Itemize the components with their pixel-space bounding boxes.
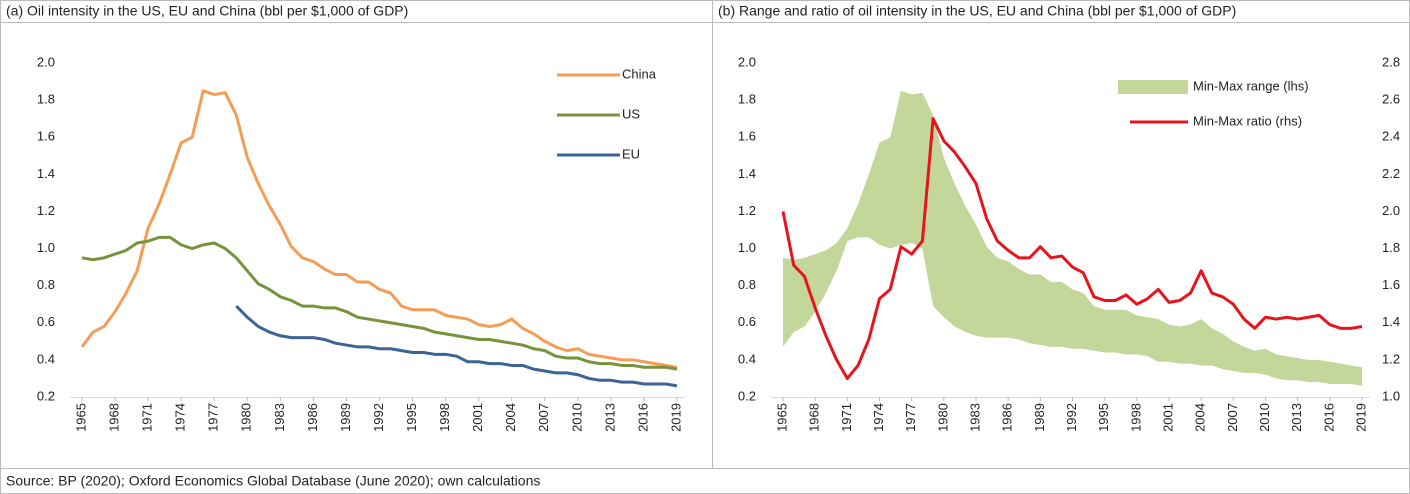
y2-tick-label: 1.4 xyxy=(1382,314,1400,329)
x-tick-label: 2013 xyxy=(1289,403,1304,432)
x-tick-label: 2016 xyxy=(1321,403,1336,432)
x-tick-label: 2016 xyxy=(635,403,650,432)
y2-tick-label: 2.8 xyxy=(1382,54,1400,69)
y2-tick-label: 2.2 xyxy=(1382,166,1400,181)
x-tick-label: 1965 xyxy=(73,403,88,432)
x-tick-label: 1971 xyxy=(140,403,155,432)
legend-label: Min-Max range (lhs) xyxy=(1193,78,1309,93)
y-tick-label: 0.6 xyxy=(37,314,55,329)
legend-label: US xyxy=(622,106,640,121)
panel-title: (a) Oil intensity in the US, EU and Chin… xyxy=(6,3,408,19)
panel-title: (b) Range and ratio of oil intensity in … xyxy=(718,3,1236,19)
x-tick-label: 1983 xyxy=(967,403,982,432)
x-tick-label: 1977 xyxy=(206,403,221,432)
x-tick-label: 2004 xyxy=(503,403,518,432)
legend-label: EU xyxy=(622,146,640,161)
x-tick-label: 2004 xyxy=(1193,403,1208,432)
x-tick-label: 1977 xyxy=(903,403,918,432)
y2-tick-label: 2.0 xyxy=(1382,203,1400,218)
range-area xyxy=(783,90,1362,386)
x-tick-label: 2013 xyxy=(602,403,617,432)
x-tick-label: 1974 xyxy=(173,403,188,432)
y-tick-label: 1.2 xyxy=(738,203,756,218)
y-tick-label: 1.0 xyxy=(738,240,756,255)
y-tick-label: 1.8 xyxy=(37,92,55,107)
x-tick-label: 1986 xyxy=(1000,403,1015,432)
y-tick-label: 1.8 xyxy=(738,92,756,107)
y-tick-label: 0.4 xyxy=(37,351,55,366)
x-tick-label: 1968 xyxy=(807,403,822,432)
x-tick-label: 1980 xyxy=(239,403,254,432)
x-tick-label: 2001 xyxy=(470,403,485,432)
y2-tick-label: 2.6 xyxy=(1382,92,1400,107)
y-tick-label: 1.0 xyxy=(37,240,55,255)
y2-tick-label: 1.0 xyxy=(1382,388,1400,403)
x-tick-label: 1998 xyxy=(437,403,452,432)
y-tick-label: 0.2 xyxy=(37,388,55,403)
x-tick-label: 1989 xyxy=(338,403,353,432)
x-tick-label: 1974 xyxy=(871,403,886,432)
y2-tick-label: 1.6 xyxy=(1382,277,1400,292)
y-tick-label: 1.2 xyxy=(37,203,55,218)
x-tick-label: 1995 xyxy=(1096,403,1111,432)
y-tick-label: 1.6 xyxy=(37,129,55,144)
y-tick-label: 0.8 xyxy=(738,277,756,292)
y2-tick-label: 2.4 xyxy=(1382,129,1400,144)
source-note: Source: BP (2020); Oxford Economics Glob… xyxy=(6,473,540,489)
series-line xyxy=(80,89,678,369)
legend-label: China xyxy=(622,66,657,81)
y-tick-label: 0.2 xyxy=(738,388,756,403)
x-tick-label: 1992 xyxy=(1064,403,1079,432)
x-tick-label: 2001 xyxy=(1160,403,1175,432)
y-tick-label: 1.6 xyxy=(738,129,756,144)
x-tick-label: 2019 xyxy=(668,403,683,432)
series-line xyxy=(81,235,678,371)
x-tick-label: 1965 xyxy=(774,403,789,432)
y-tick-label: 2.0 xyxy=(738,54,756,69)
series-line xyxy=(781,117,1363,380)
series-line xyxy=(235,305,678,388)
legend-swatch xyxy=(1118,80,1188,94)
y-tick-label: 2.0 xyxy=(37,54,55,69)
y-tick-label: 0.4 xyxy=(738,351,756,366)
x-tick-label: 1992 xyxy=(371,403,386,432)
x-tick-label: 1980 xyxy=(935,403,950,432)
y-tick-label: 1.4 xyxy=(37,166,55,181)
y-tick-label: 1.4 xyxy=(738,166,756,181)
y2-tick-label: 1.2 xyxy=(1382,351,1400,366)
x-tick-label: 2010 xyxy=(569,403,584,432)
x-tick-label: 1989 xyxy=(1032,403,1047,432)
x-tick-label: 2007 xyxy=(536,403,551,432)
x-tick-label: 1986 xyxy=(305,403,320,432)
x-tick-label: 1971 xyxy=(839,403,854,432)
x-tick-label: 1998 xyxy=(1128,403,1143,432)
y2-tick-label: 1.8 xyxy=(1382,240,1400,255)
x-tick-label: 2007 xyxy=(1225,403,1240,432)
y-tick-label: 0.8 xyxy=(37,277,55,292)
legend-label: Min-Max ratio (rhs) xyxy=(1193,113,1302,128)
x-tick-label: 2019 xyxy=(1353,403,1368,432)
y-tick-label: 0.6 xyxy=(738,314,756,329)
x-tick-label: 1995 xyxy=(404,403,419,432)
x-tick-label: 1983 xyxy=(272,403,287,432)
x-tick-label: 1968 xyxy=(106,403,121,432)
x-tick-label: 2010 xyxy=(1257,403,1272,432)
